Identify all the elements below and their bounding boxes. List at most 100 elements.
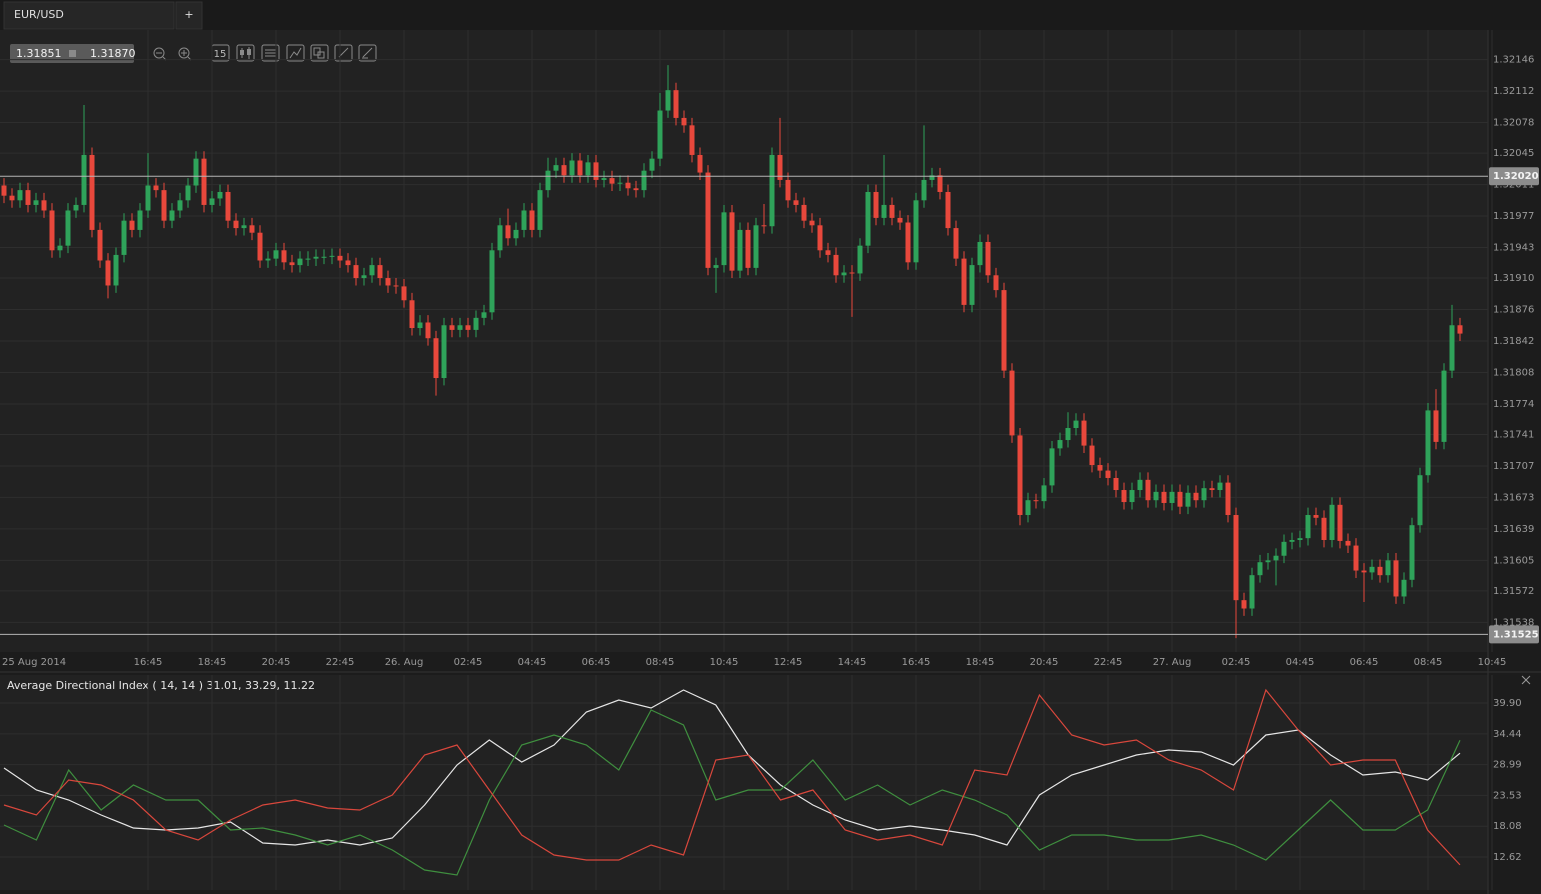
candle-body: [913, 200, 919, 263]
y-tick-label: 1.31977: [1493, 211, 1534, 222]
candle-body: [1049, 448, 1055, 486]
candle-body: [169, 210, 175, 221]
candle-body: [1129, 490, 1135, 503]
candle-body: [1449, 325, 1455, 371]
bid-price: 1.31851: [16, 47, 62, 60]
candle-body: [1417, 475, 1423, 526]
candle-body: [1025, 500, 1031, 516]
candle-body: [1393, 560, 1399, 597]
candle-body: [641, 170, 647, 191]
candle-body: [265, 258, 271, 261]
candle-body: [849, 272, 855, 274]
candle-body: [217, 191, 223, 199]
y-tick-label: 1.31774: [1493, 399, 1534, 410]
candle-body: [721, 212, 727, 266]
candle-body: [969, 265, 975, 305]
x-tick-label: 08:45: [646, 657, 675, 668]
y-tick-label: 34.44: [1493, 729, 1522, 740]
candle-body: [977, 241, 983, 266]
candle-body: [137, 210, 143, 230]
candle-body: [905, 222, 911, 263]
candle-body: [377, 265, 383, 279]
x-tick-label: 04:45: [518, 657, 547, 668]
indicator-line: [3, 689, 1461, 846]
candle-body: [729, 212, 735, 271]
candle-body: [609, 178, 615, 184]
candle-body: [673, 90, 679, 118]
x-tick-label: 27. Aug: [1153, 657, 1192, 668]
x-tick-label: 16:45: [134, 657, 163, 668]
candle-body: [289, 262, 295, 266]
x-tick-label: 02:45: [1222, 657, 1251, 668]
x-tick-label: 18:45: [198, 657, 227, 668]
candle-body: [337, 255, 343, 261]
zoom-in-button[interactable]: [178, 47, 192, 61]
candle-body: [649, 158, 655, 171]
candle-body: [433, 338, 439, 379]
candle-body: [369, 265, 375, 276]
indicator-button[interactable]: [286, 44, 305, 62]
candle-body: [425, 322, 431, 339]
candle-body: [1225, 482, 1231, 516]
candle-body: [529, 210, 535, 230]
interval-label[interactable]: 15: [214, 49, 227, 60]
candle-body: [409, 300, 415, 329]
candle-body: [1009, 370, 1015, 436]
candle-body: [713, 265, 719, 268]
candle-body: [297, 258, 303, 266]
compare-button[interactable]: [310, 44, 329, 62]
candle-body: [1377, 566, 1383, 576]
candle-body: [1097, 465, 1103, 471]
candle-body: [945, 191, 951, 229]
tab[interactable]: [3, 1, 175, 30]
x-tick-label: 10:45: [710, 657, 739, 668]
price-marker-label: 1.32020: [1493, 171, 1539, 182]
add-tab-button[interactable]: [175, 1, 203, 30]
candle-body: [1425, 410, 1431, 476]
candle-body: [681, 117, 687, 126]
candle-body: [657, 110, 663, 159]
candle-body: [937, 175, 943, 192]
candle-body: [961, 258, 967, 305]
candle-body: [745, 229, 751, 268]
candle-body: [153, 185, 159, 191]
candle-body: [1329, 504, 1335, 541]
tab-label[interactable]: EUR/USD: [14, 8, 64, 21]
candle-body: [1073, 420, 1079, 429]
close-indicator-button[interactable]: [1521, 675, 1531, 685]
chart-type-button[interactable]: [236, 44, 255, 62]
candle-body: [825, 250, 831, 255]
y-tick-label: 1.31876: [1493, 305, 1534, 316]
candle-body: [665, 90, 671, 111]
y-tick-label: 1.31673: [1493, 492, 1534, 503]
candle-body: [1209, 488, 1215, 491]
candle-body: [1361, 570, 1367, 573]
y-tick-label: 1.31943: [1493, 243, 1534, 254]
candle-body: [1, 185, 7, 196]
candle-body: [817, 225, 823, 251]
candle-body: [569, 160, 575, 176]
x-tick-label: 14:45: [838, 657, 867, 668]
x-tick-label: 20:45: [262, 657, 291, 668]
y-tick-label: 1.32078: [1493, 118, 1534, 129]
candle-body: [25, 190, 31, 205]
candle-body: [113, 254, 119, 286]
candle-body: [1113, 477, 1119, 491]
candle-body: [73, 204, 79, 211]
settings-button[interactable]: [261, 44, 280, 62]
quote-separator: [69, 50, 76, 57]
candle-body: [1033, 500, 1039, 502]
ask-price: 1.31870: [90, 47, 136, 60]
pen-button[interactable]: [358, 44, 377, 62]
candle-body: [1265, 560, 1271, 563]
candle-body: [1353, 545, 1359, 571]
y-tick-label: 1.31572: [1493, 586, 1534, 597]
candle-body: [769, 154, 775, 227]
candle-body: [249, 225, 255, 233]
candle-body: [1169, 491, 1175, 503]
add-tab-label[interactable]: +: [184, 8, 193, 21]
candle-body: [689, 125, 695, 155]
y-tick-label: 1.31842: [1493, 336, 1534, 347]
candle-body: [1217, 482, 1223, 491]
